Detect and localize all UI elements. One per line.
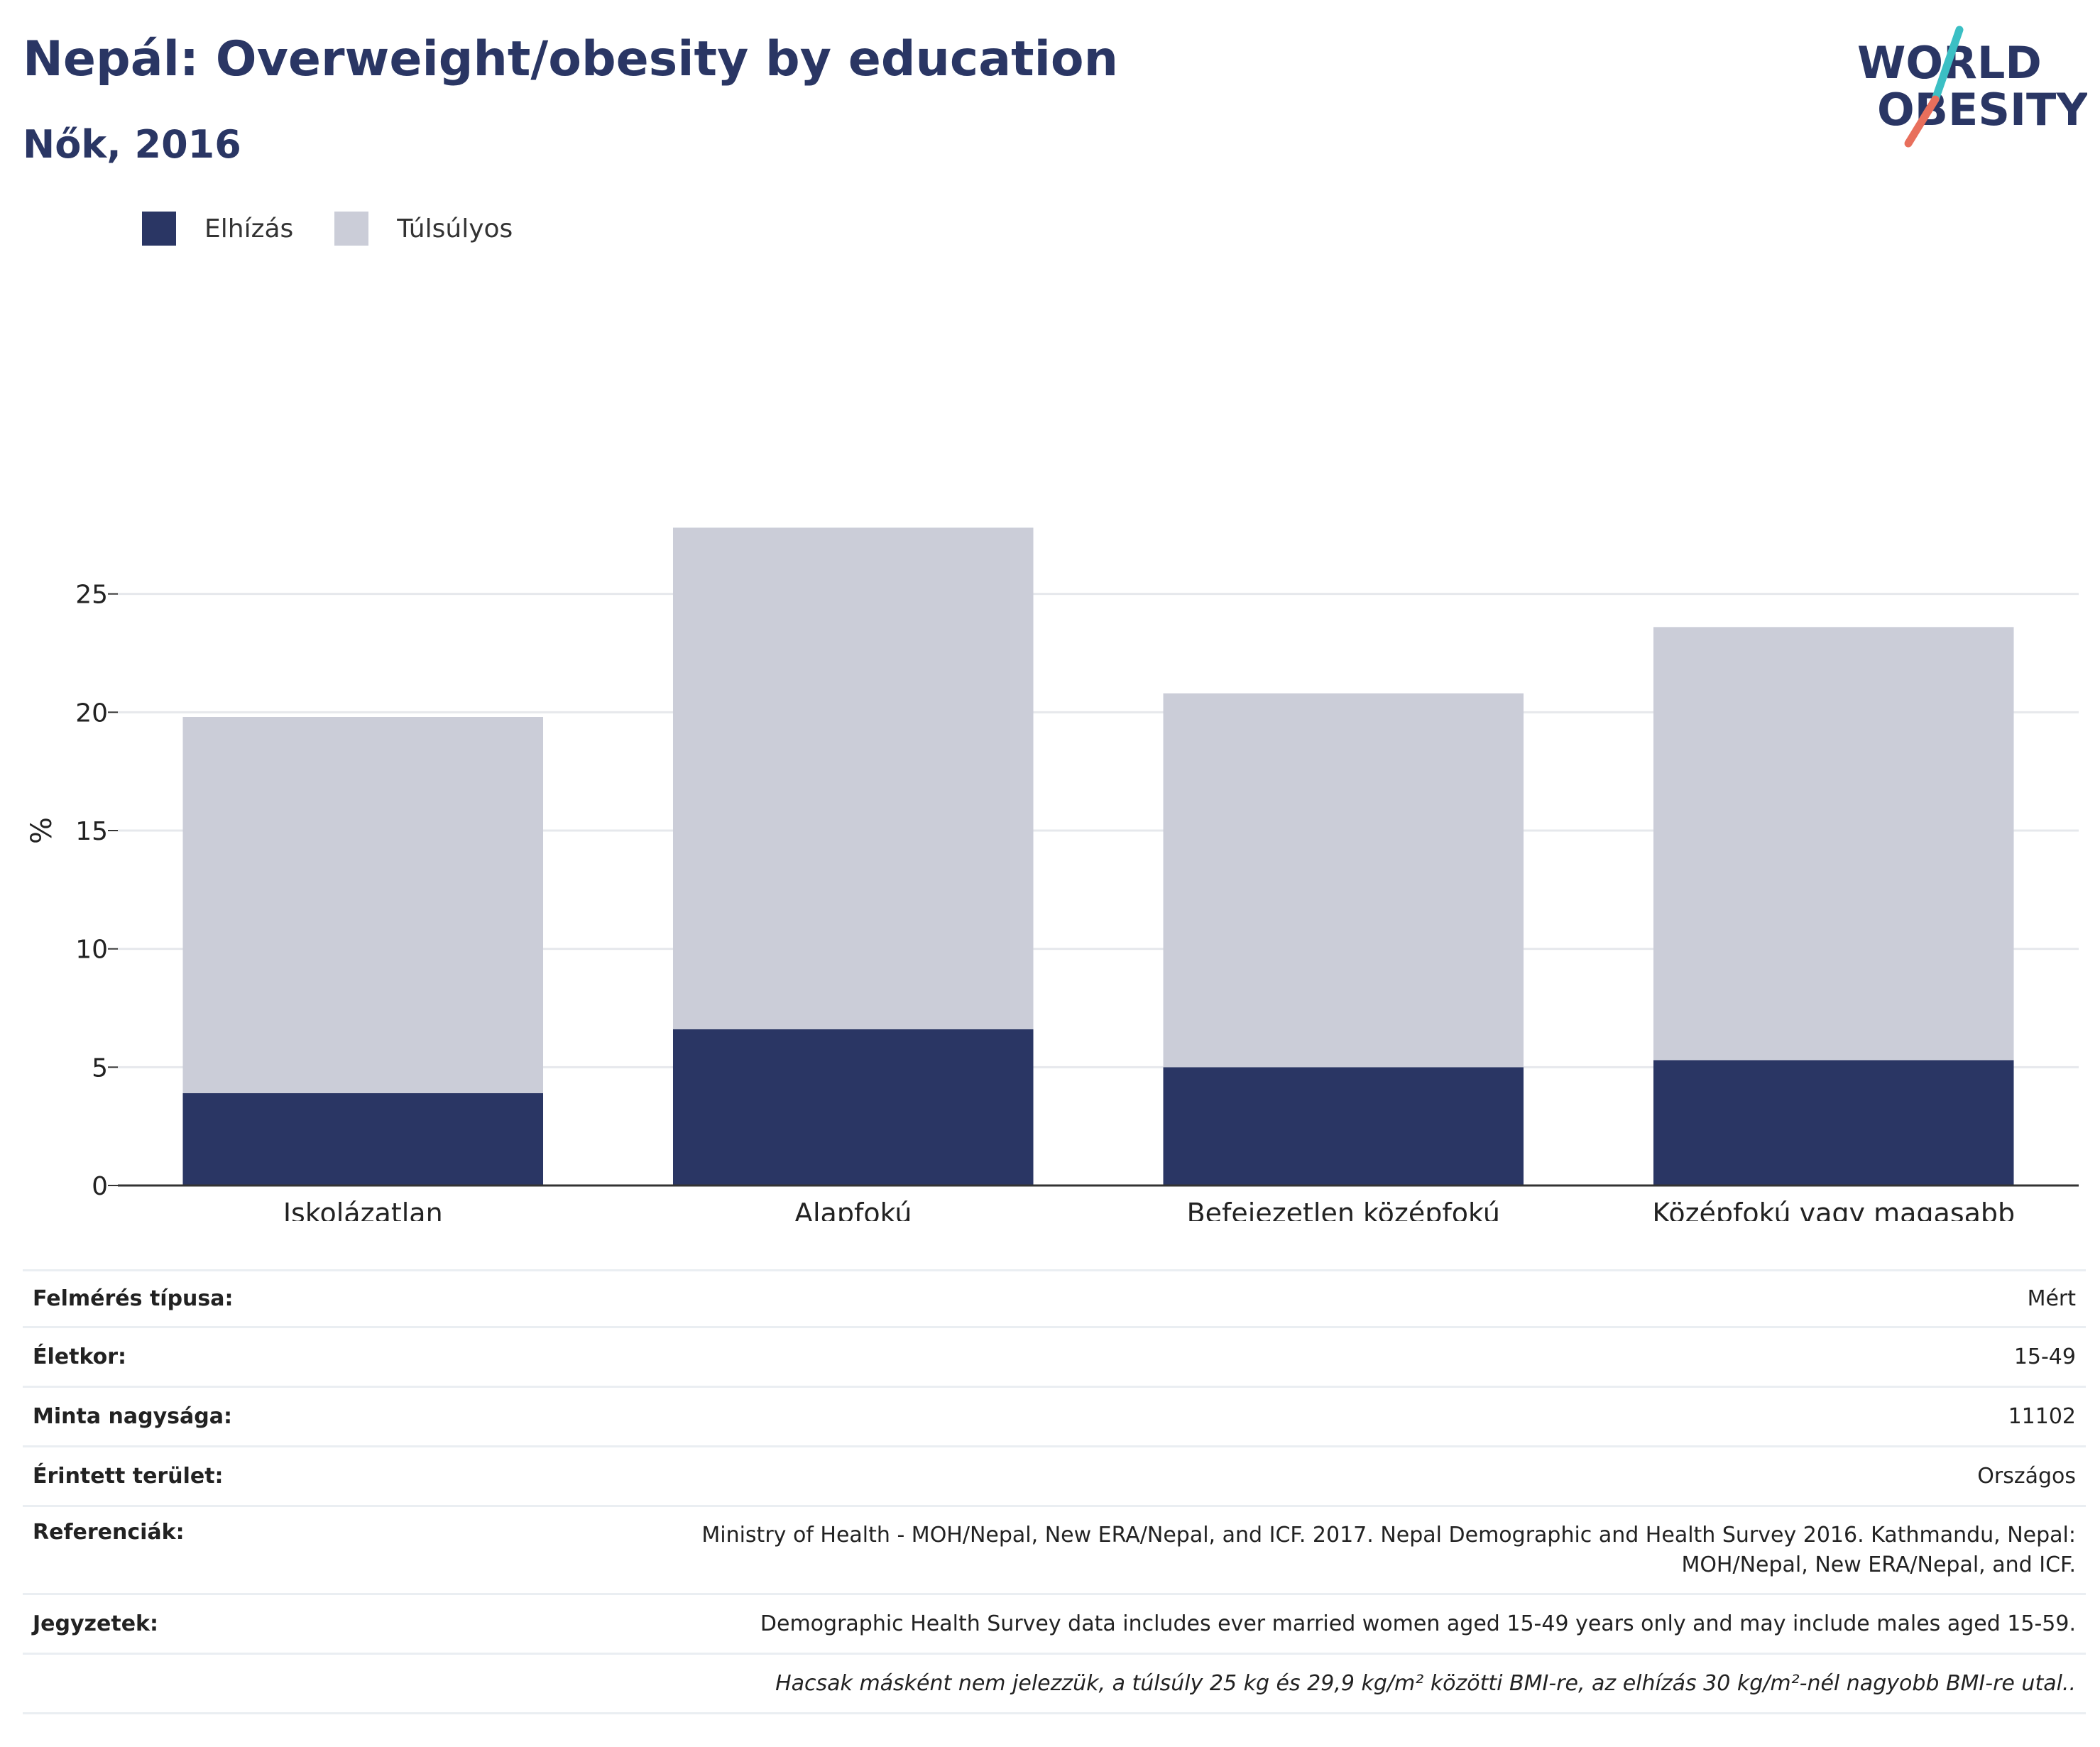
x-tick-label: Középfokú vagy magasabb — [1652, 1198, 2015, 1221]
world-obesity-logo: WORLD OBESITY — [1857, 26, 2087, 148]
info-row-area: Érintett terület: Országos — [23, 1447, 2086, 1506]
bar-layer — [182, 527, 2014, 1185]
info-value: Országos — [1977, 1463, 2076, 1489]
info-value: 15-49 — [2013, 1344, 2076, 1369]
reference-line-1: Ministry of Health - MOH/Nepal, New ERA/… — [701, 1522, 2076, 1548]
info-key-empty — [23, 1654, 341, 1714]
y-tick-label: 25 — [75, 581, 108, 610]
legend-swatch-overweight — [334, 212, 369, 246]
info-key: Minta nagysága: — [33, 1404, 232, 1429]
info-row-footnote: Hacsak másként nem jelezzük, a túlsúly 2… — [23, 1654, 2086, 1714]
info-value: Mért — [2027, 1286, 2076, 1311]
chart-title: Nepál: Overweight/obesity by education — [23, 31, 1119, 87]
info-row-survey-type: Felmérés típusa: Mért — [23, 1270, 2086, 1327]
logo-text-obesity: OBESITY — [1877, 84, 2087, 136]
logo-slash-teal — [1931, 26, 1964, 104]
reference-line-2: MOH/Nepal, New ERA/Nepal, and ICF. — [1681, 1552, 2076, 1577]
info-key: Jegyzetek: — [33, 1611, 158, 1636]
bar-overweight — [672, 527, 1034, 1029]
axis-layer: 0 5 10 15 20 25 Iskolázatlan Alapfokú Befejezetl… — [26, 581, 2079, 1221]
y-tick-label: 10 — [75, 936, 108, 965]
bar-overweight — [182, 717, 544, 1093]
y-tick-label: 5 — [92, 1053, 108, 1083]
legend-item-obesity[interactable]: Elhízás — [142, 212, 293, 246]
info-row-references: Referenciák: Ministry of Health - MOH/Ne… — [23, 1506, 2086, 1594]
info-row-sample-size: Minta nagysága: 11102 — [23, 1387, 2086, 1447]
info-key: Életkor: — [33, 1345, 127, 1369]
bar-obesity — [182, 1093, 544, 1185]
legend-swatch-obesity — [142, 212, 176, 246]
info-value: Ministry of Health - MOH/Nepal, New ERA/… — [341, 1506, 2086, 1594]
info-key: Referenciák: — [33, 1520, 185, 1545]
y-tick-label: 15 — [75, 817, 108, 846]
info-value: Demographic Health Survey data includes … — [760, 1611, 2076, 1636]
chart-legend: Elhízás Túlsúlyos — [142, 212, 554, 246]
footnote: Hacsak másként nem jelezzük, a túlsúly 2… — [775, 1670, 2076, 1696]
chart-subtitle: Nők, 2016 — [23, 122, 241, 167]
x-tick-label: Alapfokú — [794, 1198, 912, 1221]
y-axis-label: % — [26, 817, 58, 844]
legend-label-obesity: Elhízás — [204, 214, 294, 243]
y-tick-label: 0 — [92, 1172, 108, 1201]
stacked-bar-chart: 0 5 10 15 20 25 Iskolázatlan Alapfokú Befejezetl… — [26, 527, 2079, 1221]
y-tick-label: 20 — [75, 699, 108, 728]
legend-label-overweight: Túlsúlyos — [397, 214, 513, 243]
bar-obesity — [1653, 1060, 2014, 1185]
bar-overweight — [1163, 693, 1524, 1068]
bar-obesity — [1163, 1067, 1524, 1185]
info-key: Érintett terület: — [33, 1464, 224, 1489]
x-tick-label: Iskolázatlan — [283, 1198, 443, 1221]
logo-slash-coral — [1904, 95, 1940, 148]
info-row-notes: Jegyzetek: Demographic Health Survey dat… — [23, 1594, 2086, 1654]
info-value: 11102 — [2008, 1403, 2076, 1429]
bar-overweight — [1653, 627, 2014, 1061]
survey-info-table: Felmérés típusa: Mért Életkor: 15-49 Min… — [23, 1269, 2086, 1714]
info-row-age: Életkor: 15-49 — [23, 1327, 2086, 1387]
legend-item-overweight[interactable]: Túlsúlyos — [334, 212, 513, 246]
info-key: Felmérés típusa: — [33, 1286, 234, 1311]
bar-obesity — [672, 1029, 1034, 1185]
x-tick-label: Befejezetlen középfokú — [1187, 1198, 1500, 1221]
